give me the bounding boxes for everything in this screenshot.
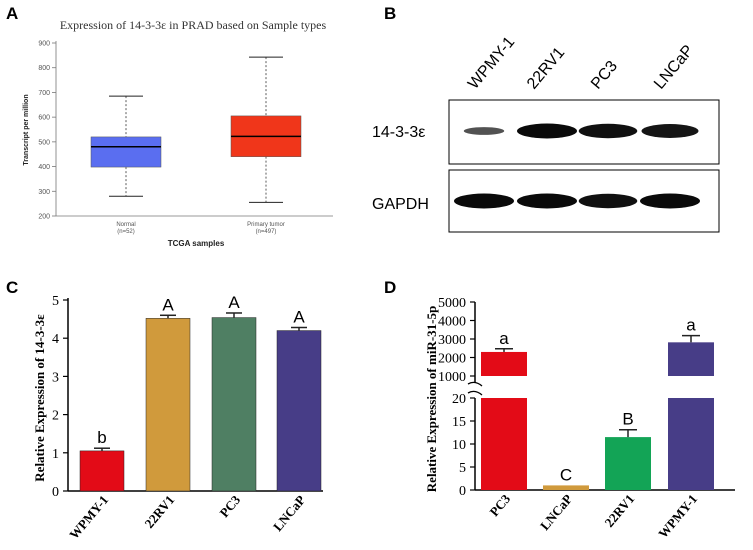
d-category-label: WPMY-1 [655, 491, 700, 541]
c-category-label: PC3 [216, 492, 243, 520]
box-y-tick-label: 200 [38, 214, 50, 221]
c-category-label: LNCaP [270, 492, 308, 534]
box-category-label: Normal [116, 222, 135, 228]
blot-band [641, 124, 699, 138]
blot-band [463, 127, 505, 135]
blot-band [517, 123, 577, 139]
c-significance-label: A [228, 293, 240, 312]
box-n-label: (n=497) [256, 229, 277, 235]
c-y-tick-label: 1 [52, 447, 59, 462]
blot-band [517, 193, 577, 209]
c-category-label: WPMY-1 [66, 492, 111, 542]
blot-lane-labels: WPMY-1 22RV1 PC3 LNCaP [465, 34, 697, 93]
c-significance-label: b [97, 428, 106, 447]
d-y-tick-label: 15 [452, 415, 466, 430]
d-bar-22RV1 [605, 437, 651, 490]
chart-d-y-label: Relative Expression of miR-31-5p [424, 306, 439, 492]
c-bar-22RV1 [145, 318, 191, 492]
box-y-tick-label: 900 [38, 41, 50, 48]
box-y-tick-label: 800 [38, 65, 50, 72]
c-y-tick-label: 5 [52, 294, 59, 309]
d-bar-lower-PC3 [481, 398, 527, 490]
blot-bands [454, 123, 700, 209]
c-bar-WPMY-1 [79, 450, 125, 492]
box-plot-y-label: Transcript per million [23, 94, 30, 165]
d-category-label: LNCaP [537, 491, 575, 533]
blot-row-label-14-3-3e: 14-3-3ε [372, 124, 425, 141]
blot-row-label-gapdh: GAPDH [372, 196, 429, 213]
c-y-tick-label: 3 [52, 370, 59, 385]
d-category-label: PC3 [486, 491, 513, 519]
d-y-tick-label: 3000 [438, 333, 466, 348]
panel-c-label: C [6, 278, 18, 297]
panel-a-label: A [6, 4, 18, 23]
box-plot-y-ticks: 200 300 400 500 600 700 800 900 [38, 41, 56, 221]
d-y-tick-label: 5000 [438, 296, 466, 311]
blot-band [578, 123, 638, 139]
d-significance-label: C [560, 465, 572, 484]
blot-band [578, 193, 638, 209]
blot-lane-label: PC3 [588, 58, 621, 93]
chart-c-bars: b WPMY-1 A 22RV1 A PC3 A LNCaP [66, 293, 322, 542]
d-significance-label: a [686, 316, 696, 335]
box-y-tick-label: 500 [38, 139, 50, 146]
box-y-tick-label: 700 [38, 90, 50, 97]
d-y-tick-label: 0 [459, 484, 466, 499]
c-category-label: 22RV1 [141, 492, 177, 531]
panel-b-label: B [384, 4, 396, 23]
box-n-label: (n=52) [117, 229, 135, 235]
d-y-tick-label: 20 [452, 392, 466, 407]
c-significance-label: A [293, 308, 305, 327]
box-0 [90, 136, 162, 168]
d-y-tick-label: 2000 [438, 352, 466, 367]
c-y-tick-label: 4 [52, 332, 59, 347]
d-bar-lower-WPMY-1 [668, 398, 714, 490]
box-plot-title: Expression of 14-3-3ε in PRAD based on S… [60, 18, 327, 32]
d-axis-break-mark [467, 381, 483, 396]
chart-d-y-ticks: 1000 2000 3000 4000 5000 0 5 10 15 20 [438, 296, 483, 499]
d-significance-label: B [622, 410, 633, 429]
blot-band [640, 193, 700, 209]
d-bar-LNCaP [543, 485, 589, 490]
d-y-tick-label: 5 [459, 461, 466, 476]
panel-d-label: D [384, 278, 396, 297]
box-y-tick-label: 300 [38, 189, 50, 196]
box-plot-x-label: TCGA samples [168, 239, 225, 248]
d-significance-label: a [499, 329, 509, 348]
d-category-label: 22RV1 [601, 491, 637, 530]
c-y-tick-label: 2 [52, 409, 59, 424]
chart-c-y-ticks: 0 1 2 3 4 5 [52, 294, 68, 500]
blot-lane-label: 22RV1 [524, 44, 568, 92]
box-y-tick-label: 400 [38, 164, 50, 171]
d-bar-upper-PC3 [481, 351, 527, 376]
d-y-tick-label: 1000 [438, 370, 466, 385]
d-bar-upper-WPMY-1 [668, 342, 714, 376]
blot-band [454, 193, 514, 209]
c-y-tick-label: 0 [52, 485, 59, 500]
box-plot-axes [55, 41, 333, 217]
blot-lane-label: WPMY-1 [465, 34, 518, 93]
d-y-tick-label: 10 [452, 438, 466, 453]
c-bar-PC3 [211, 317, 257, 492]
blot-lane-label: LNCaP [651, 42, 697, 92]
box-category-label: Primary tumor [247, 222, 285, 228]
box-plot-boxes: Normal(n=52) Primary tumor(n=497) [90, 56, 302, 235]
d-y-tick-label: 4000 [438, 315, 466, 330]
chart-d-bars: a PC3 C LNCaP B 22RV1 a WPMY-1 [481, 316, 714, 541]
box-y-tick-label: 600 [38, 115, 50, 122]
c-bar-LNCaP [276, 330, 322, 492]
c-significance-label: A [162, 295, 174, 314]
chart-c-y-label: Relative Expression of 14-3-3ε [32, 314, 47, 482]
